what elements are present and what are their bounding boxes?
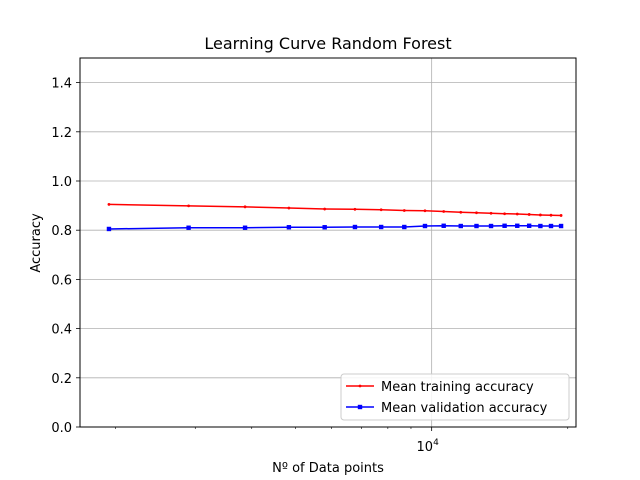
data-point [548,223,554,229]
legend-box [340,373,570,421]
data-point [549,213,553,217]
data-point [474,223,479,229]
y-tick-label: 0.6 [51,273,72,288]
y-axis: 0.0 0.2 0.4 0.6 0.8 1.0 1.2 1.4 [51,77,80,436]
legend-label: Mean training accuracy [381,380,534,395]
data-point [379,208,383,212]
data-point [322,225,327,230]
data-point [186,225,191,230]
data-point [353,207,357,211]
data-point [423,209,427,213]
x-tick-label-base: 10 [417,440,434,455]
x-tick-label: 104 [417,438,440,455]
x-axis-label: Nº of Data points [272,461,384,476]
data-point [323,207,327,211]
y-tick-label: 0.0 [51,421,72,436]
data-point [526,223,532,228]
legend-label: Mean validation accuracy [381,401,548,416]
data-point [538,213,542,217]
data-point [107,202,111,206]
y-tick-label: 0.4 [51,323,72,338]
x-tick-label-exponent: 4 [433,438,439,448]
data-point [422,223,428,229]
data-point [378,224,384,230]
data-point [538,223,543,229]
data-point [459,210,463,214]
data-point [488,223,494,229]
y-tick-label: 1.2 [51,126,72,141]
data-point [558,223,564,229]
y-axis-label: Accuracy [29,213,44,273]
data-point [475,211,478,215]
data-point [187,204,190,208]
series-validation [106,223,564,232]
data-point [402,209,406,212]
data-point [352,224,358,230]
data-point [442,210,446,213]
data-point [242,225,248,230]
x-axis: 104 [115,427,569,455]
data-point [515,212,519,216]
y-tick-label: 1.0 [51,175,72,190]
data-point [503,212,506,216]
y-tick-label: 0.2 [51,372,72,387]
legend-swatch-marker [357,404,363,410]
data-point [441,223,446,228]
data-point [515,223,520,228]
y-tick-label: 1.4 [51,77,72,92]
data-point [286,225,292,230]
data-point [106,226,112,232]
data-point [243,205,247,209]
legend-swatch-marker [358,384,362,388]
series-training [107,202,563,217]
data-point [458,223,463,229]
data-point [402,224,407,230]
data-point [527,213,531,216]
plot-frame [79,57,577,428]
data-point [559,214,563,217]
data-point [489,211,493,215]
data-point [502,223,507,228]
data-point [287,206,291,210]
y-tick-label: 0.8 [51,224,72,239]
series-layer [106,202,564,232]
legend: Mean training accuracy Mean validation ac… [340,373,570,421]
chart-title: Learning Curve Random Forest [204,34,451,53]
